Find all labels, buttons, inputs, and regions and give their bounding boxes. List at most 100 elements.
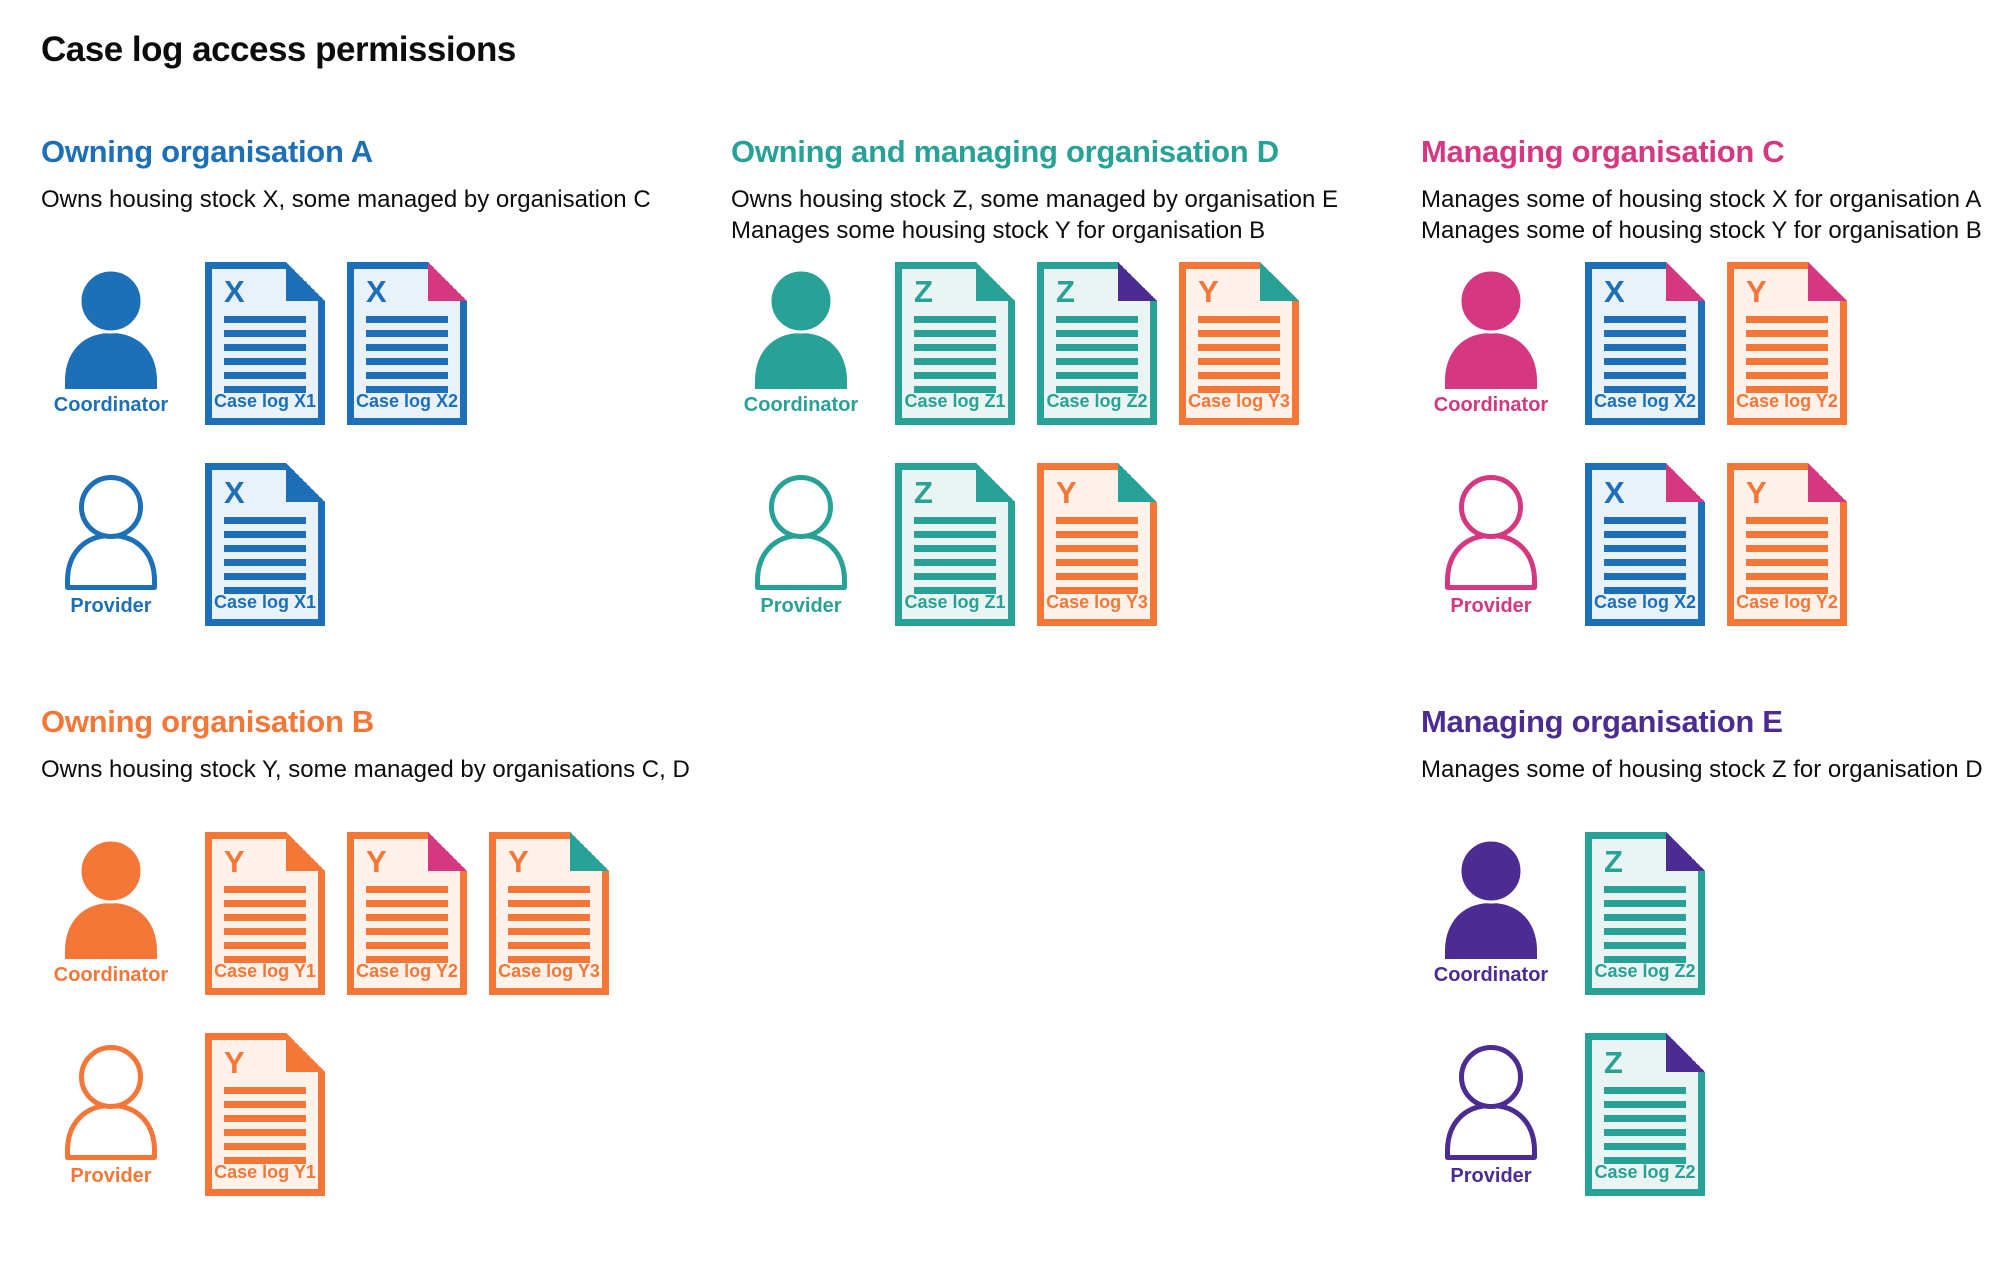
- provider: Provider: [731, 463, 871, 618]
- doc-list: Z Case log Z1 Y Case log Y3: [895, 463, 1157, 626]
- provider-icon: [59, 1038, 163, 1160]
- section-description: Owns housing stock Z, some managed by or…: [731, 184, 1421, 262]
- stock-letter: Z: [1604, 844, 1623, 879]
- case-log-document: Y Case log Y2: [1727, 262, 1847, 425]
- column-left: Owning organisation A Owns housing stock…: [41, 134, 731, 1274]
- coordinator-icon: [1443, 268, 1539, 389]
- section-heading: Managing organisation E: [1421, 704, 1783, 739]
- doc-label: Case log Z2: [1046, 391, 1148, 411]
- case-log-document: Y Case log Y3: [1037, 463, 1157, 626]
- document-text-lines-icon: [914, 517, 996, 594]
- stock-letter: Y: [1746, 475, 1767, 510]
- section-description: Manages some of housing stock X for orga…: [1421, 184, 2000, 262]
- folded-corner-icon: [1808, 262, 1847, 301]
- document-text-lines-icon: [508, 886, 590, 963]
- document-text-lines-icon: [224, 1087, 306, 1164]
- provider-row: Provider X Case log X1: [41, 463, 731, 626]
- doc-label: Case log Y3: [1188, 391, 1290, 411]
- case-log-document: Y Case log Y1: [205, 832, 325, 995]
- case-log-document: Y Case log Y1: [205, 1033, 325, 1196]
- coordinator: Coordinator: [1421, 832, 1561, 987]
- stock-letter: X: [366, 274, 387, 309]
- document-text-lines-icon: [1746, 517, 1828, 594]
- folded-corner-icon: [286, 463, 325, 502]
- role-label: Coordinator: [743, 394, 859, 416]
- section-owning-organisation-a: Owning organisation A Owns housing stock…: [41, 134, 731, 626]
- document-text-lines-icon: [1746, 316, 1828, 393]
- section-owning-organisation-b: Owning organisation B Owns housing stock…: [41, 704, 731, 1196]
- doc-label: Case log Y3: [1046, 592, 1148, 612]
- doc-label: Case log Y2: [1736, 592, 1838, 612]
- coordinator-row: Coordinator Z Case log Z1 Z: [731, 262, 1421, 425]
- stock-letter: X: [1604, 274, 1625, 309]
- section-heading: Managing organisation C: [1421, 134, 1785, 169]
- folded-corner-icon: [1666, 832, 1705, 871]
- doc-label: Case log Z1: [904, 592, 1006, 612]
- coordinator: Coordinator: [41, 832, 181, 987]
- case-log-document: Z Case log Z1: [895, 262, 1015, 425]
- section-description: Owns housing stock X, some managed by or…: [41, 184, 731, 262]
- case-log-document: Z Case log Z2: [1585, 832, 1705, 995]
- case-log-document: X Case log X2: [1585, 463, 1705, 626]
- document-text-lines-icon: [366, 886, 448, 963]
- case-log-document: Z Case log Z1: [895, 463, 1015, 626]
- description-line: Manages some of housing stock X for orga…: [1421, 186, 1982, 213]
- folded-corner-icon: [1808, 463, 1847, 502]
- stock-letter: Y: [224, 844, 245, 879]
- doc-list: X Case log X1: [205, 463, 325, 626]
- doc-label: Case log Y1: [214, 961, 316, 981]
- provider: Provider: [1421, 1033, 1561, 1188]
- provider-row: Provider Z Case log Z2: [1421, 1033, 2000, 1196]
- coordinator-row: Coordinator X Case log X2 Y: [1421, 262, 2000, 425]
- folded-corner-icon: [286, 832, 325, 871]
- stock-letter: Y: [1198, 274, 1219, 309]
- stock-letter: Z: [914, 475, 933, 510]
- provider: Provider: [1421, 463, 1561, 618]
- coordinator-row: Coordinator Y Case log Y1 Y: [41, 832, 731, 995]
- section-heading: Owning organisation A: [41, 134, 373, 169]
- provider-icon: [749, 468, 853, 590]
- stock-letter: Y: [1056, 475, 1077, 510]
- doc-label: Case log Z2: [1594, 961, 1696, 981]
- case-log-document: X Case log X1: [205, 463, 325, 626]
- folded-corner-icon: [286, 1033, 325, 1072]
- folded-corner-icon: [1118, 262, 1157, 301]
- doc-label: Case log X2: [1593, 391, 1697, 411]
- section-managing-organisation-e: Managing organisation E Manages some of …: [1421, 704, 2000, 1196]
- coordinator-row: Coordinator X Case log X1 X: [41, 262, 731, 425]
- case-log-document: Y Case log Y2: [1727, 463, 1847, 626]
- provider-row: Provider Y Case log Y1: [41, 1033, 731, 1196]
- document-text-lines-icon: [1604, 517, 1686, 594]
- case-log-document: Y Case log Y2: [347, 832, 467, 995]
- coordinator-row: Coordinator Z Case log Z2: [1421, 832, 2000, 995]
- folded-corner-icon: [1666, 463, 1705, 502]
- description-line: Manages some of housing stock Y for orga…: [1421, 217, 1982, 244]
- stock-letter: Z: [1604, 1045, 1623, 1080]
- role-label: Provider: [70, 595, 152, 617]
- doc-label: Case log X1: [213, 592, 317, 612]
- role-label: Provider: [760, 595, 842, 617]
- provider: Provider: [41, 1033, 181, 1188]
- description-line: Manages some of housing stock Z for orga…: [1421, 756, 1983, 783]
- doc-label: Case log Y1: [214, 1162, 316, 1182]
- case-log-document: X Case log X2: [1585, 262, 1705, 425]
- doc-list: Z Case log Z2: [1585, 1033, 1705, 1196]
- coordinator: Coordinator: [1421, 262, 1561, 417]
- role-label: Coordinator: [1433, 394, 1549, 416]
- document-text-lines-icon: [1604, 886, 1686, 963]
- doc-label: Case log Y2: [1736, 391, 1838, 411]
- doc-list: X Case log X1 X Case log X2: [205, 262, 467, 425]
- case-log-document: Z Case log Z2: [1585, 1033, 1705, 1196]
- folded-corner-icon: [976, 262, 1015, 301]
- provider: Provider: [41, 463, 181, 618]
- case-log-document: Y Case log Y3: [489, 832, 609, 995]
- document-text-lines-icon: [366, 316, 448, 393]
- coordinator-icon: [63, 838, 159, 959]
- document-text-lines-icon: [224, 886, 306, 963]
- folded-corner-icon: [428, 262, 467, 301]
- document-text-lines-icon: [914, 316, 996, 393]
- section-managing-organisation-c: Managing organisation C Manages some of …: [1421, 134, 2000, 626]
- provider-row: Provider Z Case log Z1 Y: [731, 463, 1421, 626]
- folded-corner-icon: [1260, 262, 1299, 301]
